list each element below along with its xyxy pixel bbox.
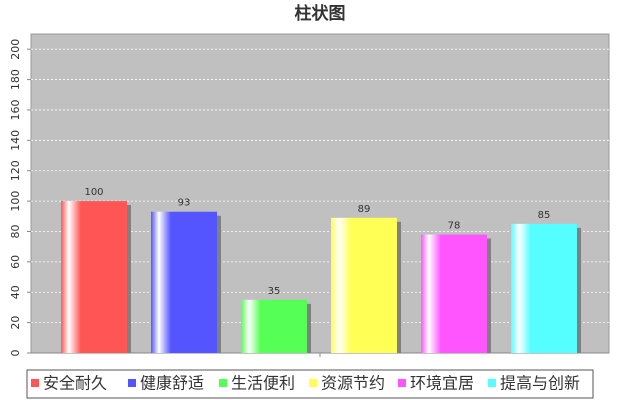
- chart-title: 柱状图: [295, 3, 346, 24]
- y-tick-label: 80: [9, 224, 22, 238]
- y-tick-label: 160: [9, 99, 22, 120]
- value-label: 85: [538, 210, 551, 221]
- bar: [331, 217, 397, 353]
- bar: [61, 201, 127, 353]
- legend-swatch: [31, 379, 39, 387]
- legend-swatch: [309, 379, 317, 387]
- y-tick-label: 20: [9, 316, 22, 330]
- legend-swatch: [398, 379, 406, 387]
- y-tick-label: 0: [9, 350, 22, 357]
- bar: [511, 223, 577, 353]
- legend-label: 提高与创新: [500, 374, 580, 393]
- value-label: 89: [358, 204, 371, 215]
- y-tick-label: 200: [9, 39, 22, 60]
- y-tick-label: 180: [9, 69, 22, 90]
- legend-label: 安全耐久: [43, 374, 107, 393]
- legend-label: 资源节约: [321, 374, 385, 393]
- legend-label: 生活便利: [231, 374, 295, 393]
- y-tick-label: 60: [9, 255, 22, 269]
- y-tick-label: 100: [9, 191, 22, 212]
- value-label: 93: [178, 198, 191, 209]
- legend-swatch: [488, 379, 496, 387]
- value-label: 100: [84, 187, 103, 198]
- bar: [241, 299, 307, 353]
- value-label: 78: [448, 221, 461, 232]
- y-tick-label: 120: [9, 160, 22, 181]
- bar: [421, 234, 487, 353]
- legend-swatch: [128, 379, 136, 387]
- y-tick-label: 40: [9, 285, 22, 299]
- legend-label: 健康舒适: [140, 374, 204, 393]
- legend-label: 环境宜居: [410, 374, 474, 393]
- legend-swatch: [219, 379, 227, 387]
- bar: [151, 211, 217, 353]
- y-tick-label: 140: [9, 130, 22, 151]
- value-label: 35: [268, 286, 281, 297]
